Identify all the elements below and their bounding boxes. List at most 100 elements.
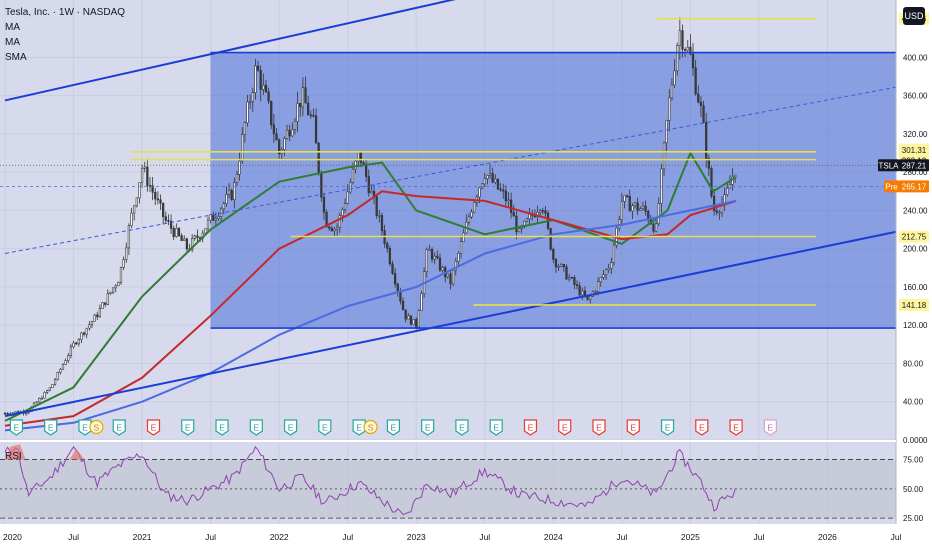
marker-letter: E [665,423,671,433]
candle-body [678,30,681,46]
earnings-marker-icon [78,419,92,436]
candle-body [436,255,439,259]
candle-body [425,249,428,272]
candle-body [641,205,645,210]
candle-body [288,129,291,137]
candle-body [549,228,552,250]
candle-body [539,210,542,213]
candle-body [48,387,51,391]
candle-body [67,355,70,361]
indicator-ma-2[interactable]: MA [5,37,20,48]
candle-body [346,191,349,204]
symbol-title[interactable]: Tesla, Inc. · 1W · NASDAQ [5,7,126,18]
candle-body [283,138,286,151]
candle-body [85,327,88,335]
marker-letter: E [768,423,774,433]
marker-letter: E [253,423,259,433]
marker-letter: E [356,423,362,433]
candle-body [612,244,616,263]
candle-body [544,210,547,214]
candle-body [525,218,529,222]
candle-body [705,122,708,159]
candle-body [354,160,357,170]
rsi-tick-label: 50.00 [903,485,924,494]
time-axis[interactable] [0,524,932,550]
candle-body [72,342,75,348]
earnings-marker-icon [558,419,572,436]
candle-body [694,67,697,95]
marker-letter: S [94,423,100,433]
candle-body [262,84,265,90]
earnings-marker-14: E [386,419,400,436]
candle-body [154,191,157,200]
candle-body [117,282,120,287]
price-tag-label: Pre [885,182,898,191]
rsi-label[interactable]: RSI [5,451,22,462]
candle-body [80,332,83,340]
candle-body [133,205,136,214]
marker-letter: E [219,423,225,433]
split-marker-icon [363,419,378,435]
indicator-ma-1[interactable]: MA [5,22,20,33]
candle-body [378,215,381,217]
candle-body [272,124,275,135]
rsi-overbought-fill [5,444,26,460]
marker-letter: E [48,423,54,433]
x-tick-label: Jul [68,532,79,542]
pane-separator[interactable] [0,440,896,442]
candle-body [56,372,59,380]
candle-body [238,160,241,175]
candle-body [127,225,131,249]
candle-body [256,65,260,71]
candle-body [75,342,78,345]
candle-body [710,168,713,197]
price-axis[interactable] [896,0,932,550]
earnings-marker-20: E [592,419,606,436]
ma-line-3 [4,199,737,432]
candle-body [325,211,328,228]
candle-body [317,142,320,173]
candle-body [343,203,347,210]
x-tick-label: 2023 [407,532,426,542]
earnings-marker-18: E [523,419,538,436]
candle-body [462,232,465,243]
candle-body [225,194,228,204]
marker-letter: E [459,423,465,433]
candle-body [446,273,449,278]
marker-letter: E [596,423,602,433]
rsi-pane [0,444,896,519]
marker-letter: E [733,423,739,433]
candle-body [417,310,420,328]
currency-button[interactable]: USD [903,7,925,25]
earnings-marker-icon [215,419,229,436]
candle-body [370,190,373,194]
candle-body [652,223,655,232]
candle-body [599,277,602,282]
earnings-marker-19: E [558,419,572,436]
candle-body [473,202,476,213]
candle-body [101,302,104,309]
price-tags: 440.46301.31293.13212.75141.18TSLA287.21… [878,12,929,311]
ma-line-1 [4,150,737,422]
drawings [0,0,896,418]
candle-body [264,84,268,93]
candle-body [589,295,592,300]
candle-body [333,228,336,232]
candle-body [320,172,323,198]
candle-body [428,249,431,251]
candle-body [575,284,579,286]
candle-body [330,228,333,232]
range-box-layer [210,52,896,329]
candle-body [394,273,397,285]
candle-body [578,285,581,296]
candle-body [401,300,405,311]
x-tick-label: Jul [891,532,902,542]
earnings-marker-11: E [318,419,332,436]
candle-body [96,314,99,318]
candle-body [557,266,560,268]
candle-body [375,196,378,216]
indicator-sma[interactable]: SMA [5,52,27,63]
earnings-marker-1: E [9,419,24,436]
candle-body [35,401,38,404]
